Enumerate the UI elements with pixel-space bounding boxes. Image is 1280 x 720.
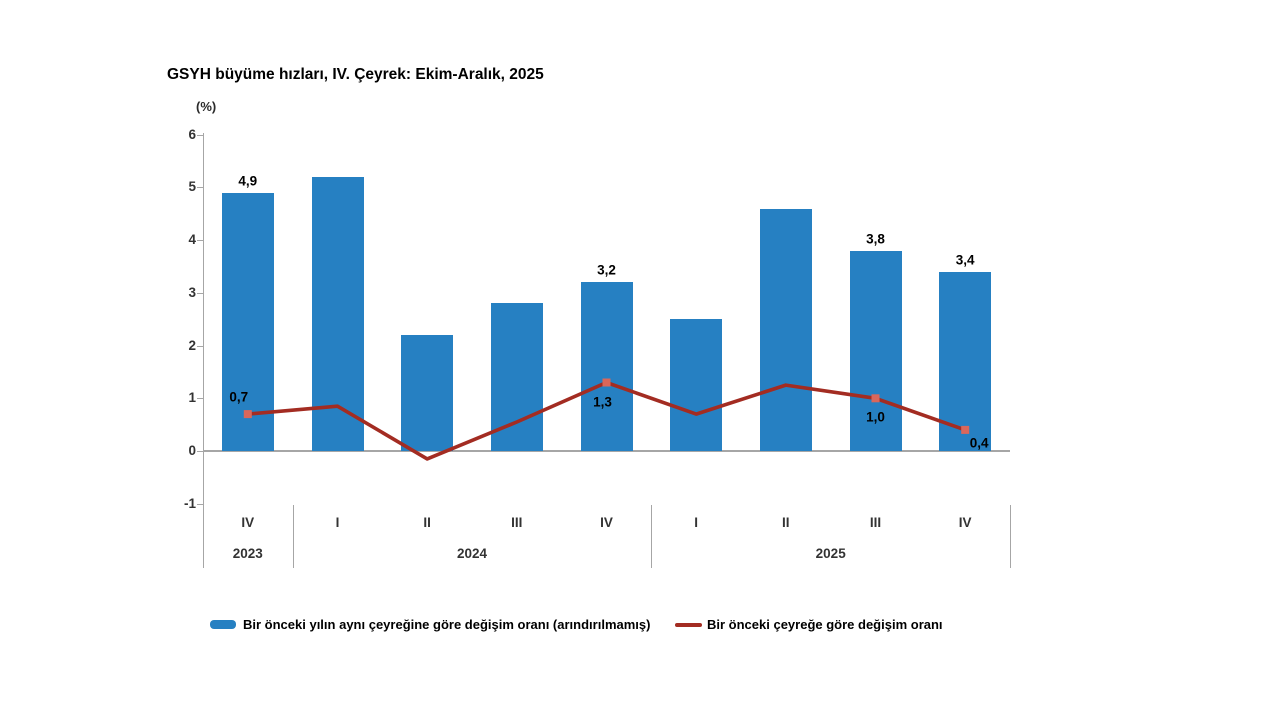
y-axis-tick (197, 134, 203, 136)
legend-item-line: Bir önceki çeyreğe göre değişim oranı (675, 617, 943, 632)
x-axis-quarter-label: I (694, 515, 699, 530)
bar (401, 335, 454, 451)
x-axis-year-label: 2025 (815, 546, 846, 561)
bar (221, 192, 274, 451)
line-value-label: 1,0 (866, 409, 885, 425)
y-axis-label: -1 (183, 495, 196, 511)
y-axis-tick (197, 187, 203, 189)
y-axis-label: 5 (188, 179, 196, 195)
bar (759, 208, 812, 451)
legend-item-bar: Bir önceki yılın aynı çeyreğine göre değ… (210, 617, 650, 632)
x-axis-year-label: 2024 (456, 546, 488, 561)
y-axis-tick (197, 451, 203, 452)
chart-title: GSYH büyüme hızları, IV. Çeyrek: Ekim-Ar… (167, 66, 544, 83)
y-axis-label: 3 (188, 284, 196, 300)
bar-value-label: 3,2 (597, 262, 616, 278)
x-axis-quarter-label: III (869, 515, 882, 530)
legend-bar-label: Bir önceki yılın aynı çeyreğine göre değ… (243, 617, 651, 632)
x-axis-quarter-label: II (782, 515, 790, 530)
x-axis-quarter-label: IV (600, 515, 613, 530)
legend-bar-swatch-icon (210, 620, 236, 629)
x-axis-quarter-label: III (511, 515, 523, 530)
y-axis-tick (197, 292, 203, 294)
y-axis-tick (197, 398, 203, 400)
x-axis-quarter-label: II (423, 515, 431, 530)
year-separator (292, 505, 294, 568)
bar (490, 303, 543, 451)
bar (939, 271, 992, 451)
y-axis-line (203, 133, 204, 568)
y-axis-tick (197, 345, 203, 347)
y-axis-unit-label: (%) (196, 99, 217, 114)
y-axis-label: 6 (188, 126, 196, 142)
y-axis-tick (197, 240, 203, 242)
year-separator (1010, 505, 1011, 568)
bar-value-label: 3,4 (955, 252, 975, 268)
line-value-label: 1,3 (593, 394, 612, 409)
y-axis-label: 2 (188, 337, 196, 353)
legend-line-swatch-icon (675, 622, 702, 627)
y-axis-label: 4 (188, 232, 196, 248)
line-value-label: 0,7 (229, 389, 249, 405)
y-axis-tick (197, 503, 203, 505)
x-axis-quarter-label: I (335, 515, 340, 530)
bar (311, 176, 364, 451)
bar (580, 282, 633, 451)
bar-value-label: 3,8 (866, 231, 885, 247)
line-value-label: 0,4 (969, 435, 989, 451)
legend-line-label: Bir önceki çeyreğe göre değişim oranı (707, 617, 943, 632)
x-axis-year-label: 2023 (232, 546, 263, 561)
year-separator (651, 505, 653, 568)
bar (670, 319, 723, 451)
x-axis-quarter-label: IV (958, 515, 972, 530)
bar-value-label: 4,9 (238, 173, 258, 189)
y-axis-label: 0 (188, 443, 196, 458)
x-axis-quarter-label: IV (241, 515, 255, 530)
y-axis-label: 1 (188, 390, 196, 406)
